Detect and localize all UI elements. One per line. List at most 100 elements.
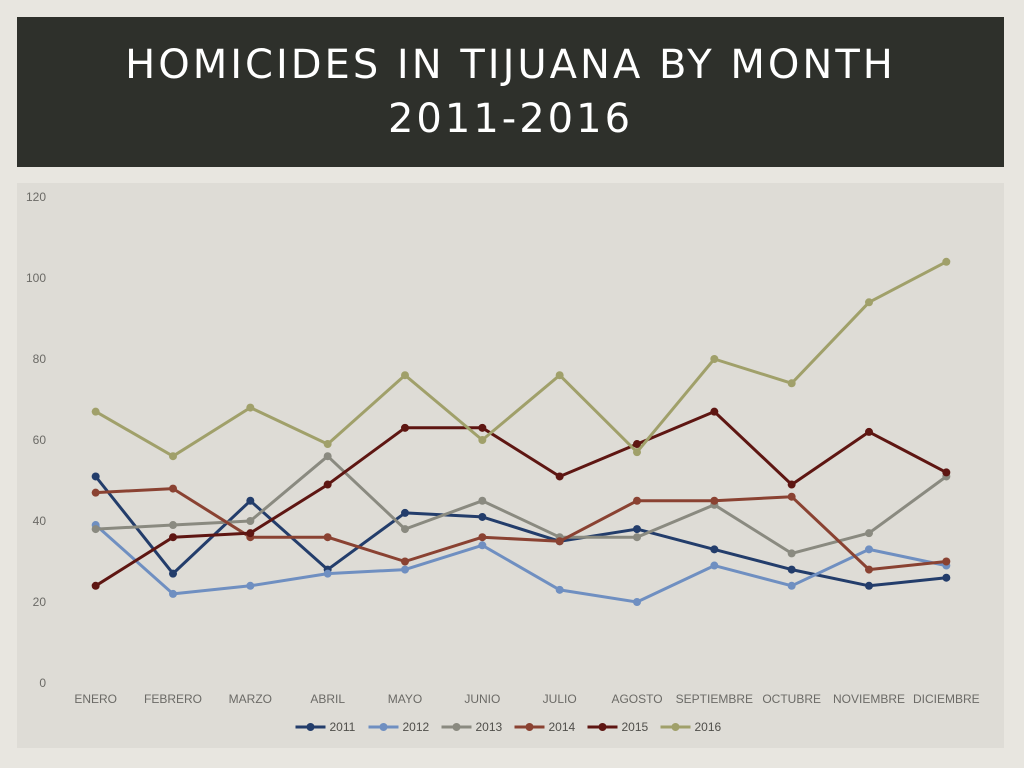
legend-label: 2015 xyxy=(622,720,649,734)
y-tick-label: 0 xyxy=(39,676,46,690)
data-point xyxy=(787,379,796,388)
series-2016 xyxy=(91,257,951,461)
legend-marker xyxy=(525,723,534,731)
data-point xyxy=(91,488,100,497)
data-point xyxy=(323,440,332,449)
data-point xyxy=(323,480,332,489)
legend-label: 2014 xyxy=(549,720,576,734)
data-point xyxy=(478,533,487,542)
data-point xyxy=(323,452,332,461)
data-point xyxy=(633,525,641,534)
data-point xyxy=(555,371,564,380)
data-point xyxy=(401,565,409,574)
data-point xyxy=(787,565,796,574)
legend-item: 2015 xyxy=(587,720,649,734)
data-point xyxy=(710,407,719,416)
data-point xyxy=(865,581,873,590)
legend-item: 2011 xyxy=(295,720,356,734)
data-point xyxy=(478,512,487,521)
legend-label: 2013 xyxy=(476,720,503,734)
series-line xyxy=(94,454,948,555)
data-point xyxy=(633,440,641,449)
data-point xyxy=(401,423,409,432)
data-point xyxy=(169,452,177,461)
data-point xyxy=(865,427,873,436)
data-point xyxy=(91,525,100,534)
data-point xyxy=(942,573,951,582)
data-point xyxy=(942,257,951,266)
data-point xyxy=(865,529,873,538)
data-point xyxy=(91,407,100,416)
legend-label: 2011 xyxy=(330,720,356,734)
legend-label: 2016 xyxy=(695,720,722,734)
data-point xyxy=(246,403,255,412)
y-tick-label: 20 xyxy=(33,595,47,609)
x-tick-label: JULIO xyxy=(543,692,577,706)
data-point xyxy=(246,581,255,590)
data-point xyxy=(91,472,100,481)
legend-marker xyxy=(379,723,388,731)
title-bar: HOMICIDES IN TIJUANA BY MONTH 2011-2016 xyxy=(17,17,1004,167)
data-point xyxy=(710,355,719,363)
data-point xyxy=(401,525,409,534)
legend-item: 2012 xyxy=(368,720,430,734)
data-point xyxy=(478,423,487,432)
x-tick-label: MARZO xyxy=(229,692,272,706)
data-point xyxy=(401,508,409,517)
data-point xyxy=(710,561,719,570)
data-point xyxy=(787,492,796,501)
legend-item: 2016 xyxy=(660,720,722,734)
data-point xyxy=(865,565,873,574)
x-tick-label: DICIEMBRE xyxy=(913,692,980,706)
data-point xyxy=(555,537,564,546)
series-2014 xyxy=(91,484,951,574)
data-point xyxy=(323,569,332,578)
series-2015 xyxy=(91,407,951,590)
x-tick-label: OCTUBRE xyxy=(762,692,821,706)
series-line xyxy=(94,487,948,572)
y-axis-ticks: 0 20 40 60 80 100 120 xyxy=(26,190,46,690)
data-point xyxy=(169,533,177,542)
data-point xyxy=(246,517,255,525)
y-tick-label: 120 xyxy=(26,190,46,204)
data-point xyxy=(169,521,177,530)
legend-label: 2012 xyxy=(403,720,430,734)
slide-title: HOMICIDES IN TIJUANA BY MONTH 2011-2016 xyxy=(125,42,896,142)
data-point xyxy=(555,472,564,481)
legend-item: 2013 xyxy=(441,720,503,734)
data-point xyxy=(555,585,564,594)
data-point xyxy=(169,589,177,598)
data-point xyxy=(401,557,409,566)
x-tick-label: ENERO xyxy=(74,692,117,706)
x-tick-label: SEPTIEMBRE xyxy=(676,692,753,706)
data-point xyxy=(787,549,796,558)
data-point xyxy=(323,533,332,542)
legend: 2011 2012 2013 2014 2015 2016 xyxy=(295,720,722,734)
series-line xyxy=(94,523,948,604)
legend-marker xyxy=(598,723,607,731)
data-point xyxy=(246,496,255,505)
series-2012 xyxy=(91,521,951,606)
x-tick-label: NOVIEMBRE xyxy=(833,692,905,706)
data-point xyxy=(633,496,641,505)
y-tick-label: 80 xyxy=(33,352,47,366)
data-point xyxy=(401,371,409,380)
y-tick-label: 100 xyxy=(26,271,46,285)
x-axis-ticks: ENERO FEBRERO MARZO ABRIL MAYO JUNIO JULIO AGOS… xyxy=(74,692,979,706)
legend-marker xyxy=(452,723,461,731)
legend-marker xyxy=(671,723,680,731)
legend-marker xyxy=(306,723,315,731)
data-point xyxy=(710,545,719,554)
x-tick-label: FEBRERO xyxy=(144,692,202,706)
data-point xyxy=(787,480,796,489)
y-tick-label: 60 xyxy=(33,433,47,447)
data-point xyxy=(478,436,487,444)
y-tick-label: 40 xyxy=(33,514,47,528)
data-point xyxy=(633,598,641,606)
data-point xyxy=(246,529,255,538)
data-point xyxy=(787,581,796,590)
series-line xyxy=(94,410,948,588)
data-point xyxy=(478,496,487,505)
data-point xyxy=(169,484,177,493)
